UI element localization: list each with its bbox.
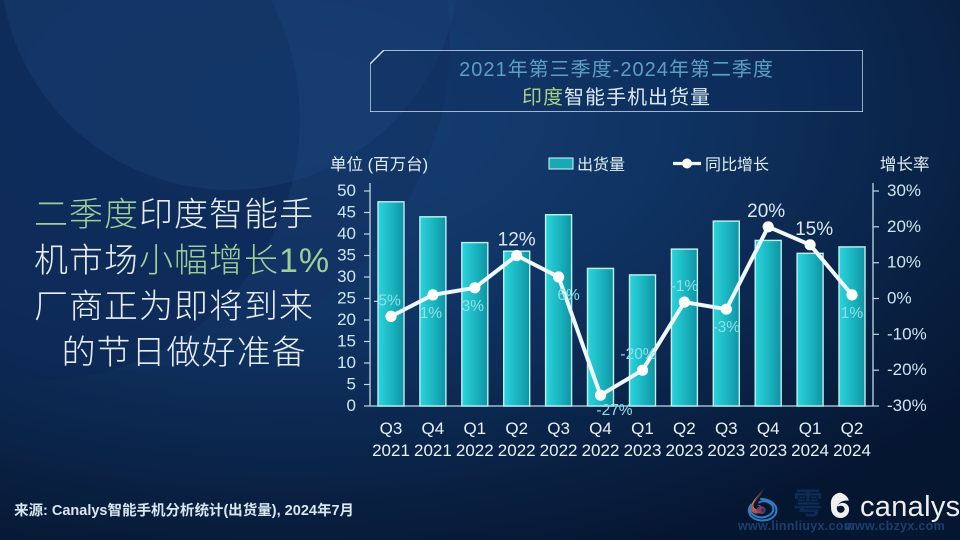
svg-text:20%: 20% xyxy=(887,217,921,236)
svg-text:Q1: Q1 xyxy=(631,419,654,438)
svg-text:Q1: Q1 xyxy=(799,419,822,438)
svg-text:2023: 2023 xyxy=(707,441,745,460)
svg-text:2023: 2023 xyxy=(665,441,703,460)
svg-text:15: 15 xyxy=(337,332,356,351)
svg-text:50: 50 xyxy=(337,181,356,200)
svg-text:30%: 30% xyxy=(887,181,921,200)
svg-text:-10%: -10% xyxy=(887,324,927,343)
svg-text:Q4: Q4 xyxy=(757,419,780,438)
svg-text:-1%: -1% xyxy=(671,278,699,295)
svg-text:0: 0 xyxy=(347,396,356,415)
svg-text:3%: 3% xyxy=(462,298,485,315)
svg-text:2021: 2021 xyxy=(372,441,410,460)
svg-text:2023: 2023 xyxy=(624,441,662,460)
svg-text:2022: 2022 xyxy=(540,441,578,460)
svg-text:12%: 12% xyxy=(498,230,536,251)
svg-text:-30%: -30% xyxy=(887,396,927,415)
svg-text:10: 10 xyxy=(337,353,356,372)
svg-text:35: 35 xyxy=(337,246,356,265)
svg-text:1%: 1% xyxy=(841,305,864,322)
svg-text:Q3: Q3 xyxy=(715,419,738,438)
svg-text:Q3: Q3 xyxy=(380,419,403,438)
svg-text:20%: 20% xyxy=(747,201,785,222)
svg-text:Q1: Q1 xyxy=(463,419,486,438)
svg-text:2022: 2022 xyxy=(456,441,494,460)
svg-text:0%: 0% xyxy=(887,289,912,308)
svg-text:40: 40 xyxy=(337,224,356,243)
svg-text:Q2: Q2 xyxy=(505,419,528,438)
svg-text:2021: 2021 xyxy=(414,441,452,460)
svg-text:-27%: -27% xyxy=(596,402,632,419)
svg-text:Q2: Q2 xyxy=(841,419,864,438)
svg-text:-20%: -20% xyxy=(620,346,656,363)
svg-text:2023: 2023 xyxy=(749,441,787,460)
svg-text:2024: 2024 xyxy=(791,441,829,460)
svg-text:1%: 1% xyxy=(420,305,443,322)
svg-text:-20%: -20% xyxy=(887,360,927,379)
svg-text:Q2: Q2 xyxy=(673,419,696,438)
svg-text:20: 20 xyxy=(337,310,356,329)
svg-text:25: 25 xyxy=(337,289,356,308)
svg-text:2024: 2024 xyxy=(833,441,871,460)
svg-text:30: 30 xyxy=(337,267,356,286)
svg-text:2022: 2022 xyxy=(498,441,536,460)
svg-text:15%: 15% xyxy=(795,219,833,240)
svg-text:-5%: -5% xyxy=(373,292,401,309)
svg-text:6%: 6% xyxy=(557,287,580,304)
svg-text:10%: 10% xyxy=(887,253,921,272)
svg-text:45: 45 xyxy=(337,203,356,222)
svg-text:-3%: -3% xyxy=(713,319,741,336)
svg-text:Q4: Q4 xyxy=(422,419,445,438)
svg-text:5: 5 xyxy=(347,375,356,394)
svg-text:Q3: Q3 xyxy=(547,419,570,438)
svg-text:2022: 2022 xyxy=(582,441,620,460)
svg-text:Q4: Q4 xyxy=(589,419,612,438)
